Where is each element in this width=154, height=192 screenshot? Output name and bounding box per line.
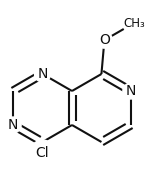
Circle shape xyxy=(96,32,112,48)
Text: O: O xyxy=(99,33,110,47)
Circle shape xyxy=(34,66,51,82)
Circle shape xyxy=(123,83,139,99)
Circle shape xyxy=(123,12,145,34)
Text: N: N xyxy=(126,84,136,98)
Circle shape xyxy=(30,140,55,164)
Text: Cl: Cl xyxy=(36,146,49,160)
Circle shape xyxy=(5,117,21,133)
Text: N: N xyxy=(37,67,48,81)
Text: N: N xyxy=(8,118,18,132)
Text: CH₃: CH₃ xyxy=(123,17,145,30)
